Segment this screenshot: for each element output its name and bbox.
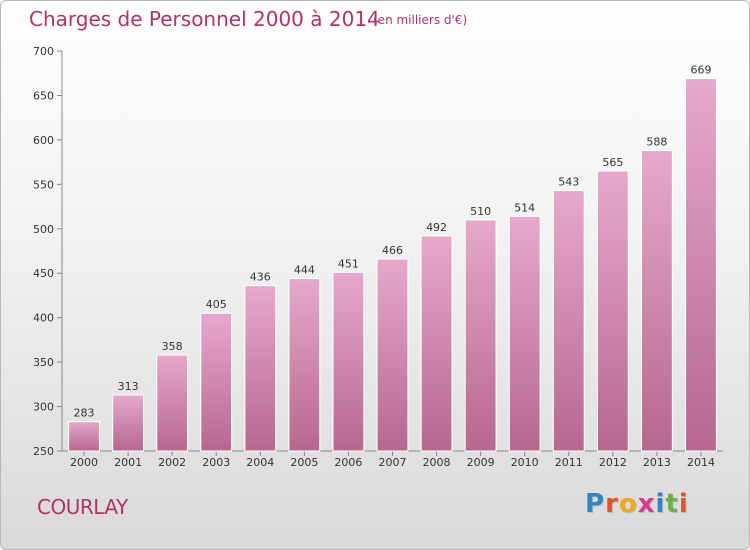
value-label-2008: 492 xyxy=(426,221,447,234)
y-tick-label: 550 xyxy=(33,178,54,191)
x-tick-label: 2008 xyxy=(423,456,451,469)
value-label-2006: 451 xyxy=(338,257,359,270)
y-tick-label: 300 xyxy=(33,401,54,414)
bar-2000 xyxy=(68,421,100,452)
y-tick-label: 700 xyxy=(33,45,54,58)
logo-letter: i xyxy=(655,489,666,519)
x-tick-label: 2003 xyxy=(202,456,230,469)
bar-2005 xyxy=(288,278,321,452)
value-label-2010: 514 xyxy=(514,201,535,214)
y-tick-label: 450 xyxy=(33,267,54,280)
value-label-2000: 283 xyxy=(74,407,95,420)
y-tick-label: 650 xyxy=(33,89,54,102)
y-tick-label: 500 xyxy=(33,223,54,236)
logo-letter: i xyxy=(678,489,689,519)
x-tick-label: 2011 xyxy=(555,456,583,469)
bar-2006 xyxy=(332,271,365,452)
logo-letter: r xyxy=(605,489,619,519)
y-tick-label: 350 xyxy=(33,356,54,369)
x-tick-label: 2001 xyxy=(114,456,142,469)
logo-letter: P xyxy=(585,489,606,519)
bar-2007 xyxy=(376,258,409,452)
value-label-2012: 565 xyxy=(602,156,623,169)
bar-2003 xyxy=(200,312,233,452)
x-tick-label: 2014 xyxy=(687,456,715,469)
x-tick-label: 2002 xyxy=(158,456,186,469)
x-tick-label: 2006 xyxy=(334,456,362,469)
value-label-2009: 510 xyxy=(470,205,491,218)
value-label-2014: 669 xyxy=(690,64,711,77)
value-label-2001: 313 xyxy=(118,380,139,393)
bar-2002 xyxy=(156,354,189,452)
bars xyxy=(68,78,717,452)
x-tick-label: 2004 xyxy=(246,456,274,469)
x-tick-label: 2000 xyxy=(70,456,98,469)
x-tick-label: 2013 xyxy=(643,456,671,469)
logo-letter: o xyxy=(618,489,638,519)
x-tick-label: 2009 xyxy=(467,456,495,469)
value-label-2003: 405 xyxy=(206,298,227,311)
axes: 250 300 350 400 450 500 550 600 650 700 2000 2001 20… xyxy=(33,45,723,469)
chart-subtitle: (en milliers d'€) xyxy=(373,13,468,27)
value-label-2011: 543 xyxy=(558,176,579,189)
x-tick-label: 2012 xyxy=(599,456,627,469)
logo-letter: x xyxy=(637,489,656,519)
value-label-2002: 358 xyxy=(162,340,183,353)
logo-letter: t xyxy=(665,489,679,519)
bar-2001 xyxy=(112,394,145,452)
bar-2012 xyxy=(596,170,629,452)
value-label-2005: 444 xyxy=(294,264,315,277)
bar-2014 xyxy=(685,78,717,452)
value-label-2013: 588 xyxy=(646,136,667,149)
value-label-2007: 466 xyxy=(382,244,403,257)
y-tick-label: 600 xyxy=(33,134,54,147)
bar-2013 xyxy=(640,150,673,452)
proxiti-logo[interactable]: Proxiti xyxy=(585,489,689,519)
x-tick-label: 2007 xyxy=(379,456,407,469)
bar-2008 xyxy=(420,235,453,452)
x-tick-label: 2005 xyxy=(290,456,318,469)
value-label-2004: 436 xyxy=(250,271,271,284)
commune-name: COURLAY xyxy=(37,495,128,519)
y-tick-label: 400 xyxy=(33,312,54,325)
bar-2010 xyxy=(508,215,541,452)
bar-2004 xyxy=(244,285,277,452)
chart-title: Charges de Personnel 2000 à 2014 xyxy=(29,7,380,31)
bar-2011 xyxy=(552,190,585,452)
y-tick-label: 250 xyxy=(33,445,54,458)
bar-2009 xyxy=(464,219,497,452)
x-tick-label: 2010 xyxy=(511,456,539,469)
value-labels: 283 313 358 405 436 444 451 466 492 510 514 543 565 5… xyxy=(74,64,712,420)
